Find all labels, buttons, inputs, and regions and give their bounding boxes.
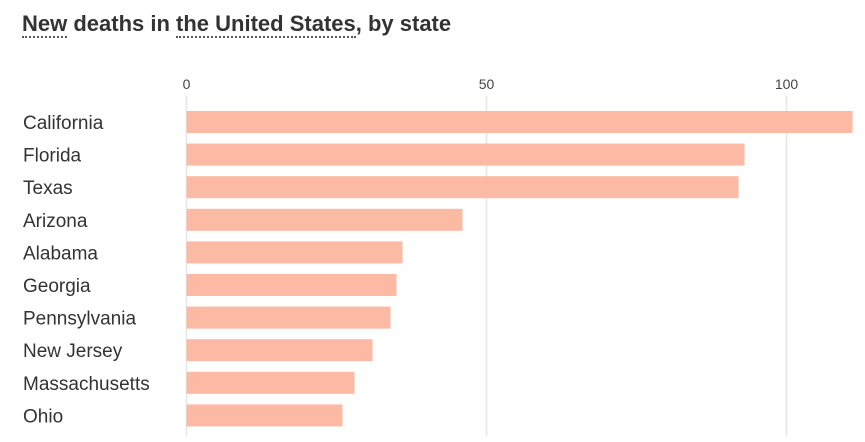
category-label: Georgia bbox=[23, 276, 91, 297]
title-text: deaths in bbox=[67, 11, 177, 36]
x-tick-label: 100 bbox=[775, 76, 799, 92]
category-label: California bbox=[23, 113, 104, 134]
category-label: Texas bbox=[23, 178, 73, 199]
title-text-suffix: , by state bbox=[355, 11, 452, 36]
bar-georgia bbox=[186, 274, 397, 296]
category-label: Massachusetts bbox=[23, 374, 150, 395]
category-label: Alabama bbox=[23, 243, 98, 264]
category-label: New Jersey bbox=[23, 341, 123, 362]
bar-texas bbox=[186, 176, 739, 199]
bar-ohio bbox=[186, 404, 343, 427]
x-tick-label: 50 bbox=[479, 76, 495, 92]
category-label: Arizona bbox=[23, 211, 88, 232]
title-link-united-states[interactable]: the United States bbox=[176, 11, 356, 38]
category-label: Florida bbox=[23, 146, 82, 167]
bar-alabama bbox=[186, 241, 403, 264]
bar-california bbox=[186, 111, 853, 133]
bar-new-jersey bbox=[186, 339, 373, 362]
title-link-new[interactable]: New bbox=[22, 11, 68, 38]
x-tick-label: 0 bbox=[183, 76, 191, 92]
bar-massachusetts bbox=[186, 371, 355, 394]
category-label: Pennsylvania bbox=[23, 309, 136, 330]
bar-arizona bbox=[186, 208, 463, 231]
chart-title: New deaths in the United States, by stat… bbox=[22, 11, 452, 38]
bar-florida bbox=[186, 143, 745, 166]
category-label: Ohio bbox=[23, 406, 63, 427]
bar-pennsylvania bbox=[186, 306, 391, 329]
